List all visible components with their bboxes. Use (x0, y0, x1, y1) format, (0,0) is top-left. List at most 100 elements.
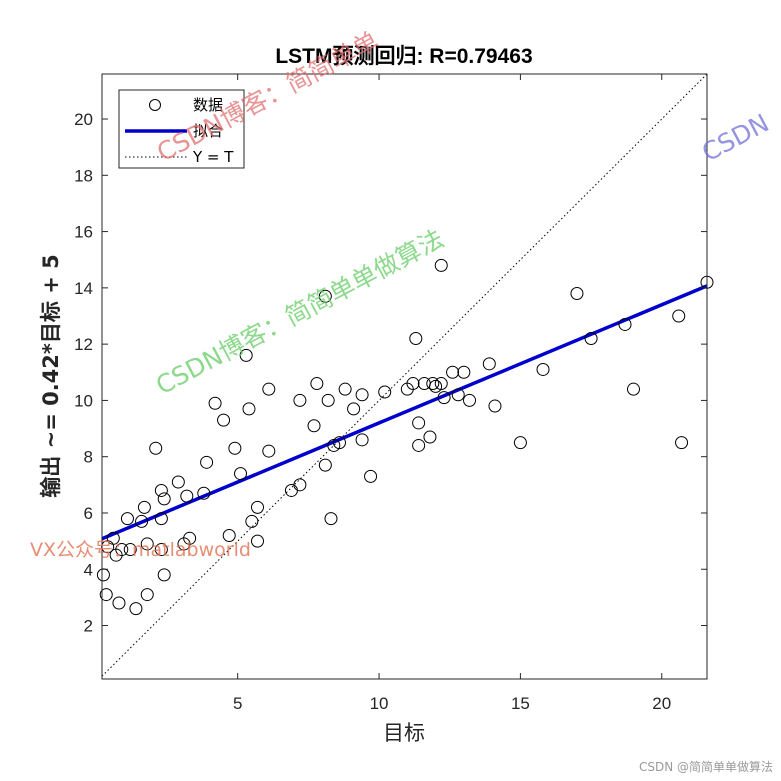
x-tick-label: 20 (652, 694, 671, 713)
data-point (112, 596, 126, 610)
data-point (570, 286, 584, 300)
data-point (245, 514, 259, 528)
data-point (626, 382, 640, 396)
y-tick-label: 8 (84, 448, 93, 467)
data-point (250, 534, 264, 548)
data-point (171, 475, 185, 489)
legend-marker-data (149, 99, 161, 111)
data-point (140, 588, 154, 602)
y-axis-label: 输出 ~= 0.42*目标 + 5 (39, 254, 63, 497)
data-point (324, 512, 338, 526)
data-point (228, 441, 242, 455)
y-tick-label: 10 (74, 391, 93, 410)
data-point (318, 458, 332, 472)
y-tick-label: 18 (74, 166, 93, 185)
data-point (426, 377, 440, 391)
data-points-layer (96, 258, 714, 616)
data-point (123, 543, 137, 557)
y-tick-label: 4 (84, 560, 93, 579)
data-point (434, 377, 448, 391)
data-point (618, 317, 632, 331)
legend-entry-identity: Y = T (192, 148, 234, 166)
data-point (234, 467, 248, 481)
data-point (262, 444, 276, 458)
data-point (154, 512, 168, 526)
y-ticks: 2 4 6 8 10 12 14 16 18 20 (74, 110, 707, 636)
x-ticks: 5 10 15 20 (233, 74, 671, 713)
y-tick-label: 2 (84, 617, 93, 636)
data-point (675, 436, 689, 450)
data-point (536, 362, 550, 376)
data-point (217, 413, 231, 427)
data-point (239, 348, 253, 362)
data-point (154, 483, 168, 497)
x-axis-label: 目标 (383, 721, 425, 745)
fit-line-layer (101, 284, 708, 541)
data-point (140, 537, 154, 551)
y-tick-label: 16 (74, 223, 93, 242)
data-point (318, 289, 332, 303)
data-point (437, 391, 451, 405)
data-point (364, 469, 378, 483)
data-point (177, 537, 191, 551)
data-point (180, 489, 194, 503)
legend-entry-fit: 拟合 (193, 122, 223, 140)
data-point (672, 309, 686, 323)
data-point (157, 568, 171, 582)
data-point (137, 500, 151, 514)
data-point (242, 402, 256, 416)
data-point (451, 388, 465, 402)
data-point (197, 486, 211, 500)
data-point (293, 478, 307, 492)
data-point (482, 357, 496, 371)
data-point (293, 393, 307, 407)
y-tick-label: 12 (74, 335, 93, 354)
data-point (355, 388, 369, 402)
data-point (338, 382, 352, 396)
data-point (307, 419, 321, 433)
data-point (135, 514, 149, 528)
data-point (423, 430, 437, 444)
data-point (412, 416, 426, 430)
y-tick-label: 20 (74, 110, 93, 129)
data-point (457, 365, 471, 379)
x-tick-label: 10 (370, 694, 389, 713)
data-point (434, 258, 448, 272)
data-point (355, 433, 369, 447)
footer-credit: CSDN @简简单单做算法 (638, 760, 773, 774)
chart-title: LSTM预测回归: R=0.79463 (275, 45, 532, 68)
data-point (584, 332, 598, 346)
data-point (250, 500, 264, 514)
data-point (378, 385, 392, 399)
data-point (208, 396, 222, 410)
data-point (332, 436, 346, 450)
x-tick-label: 5 (233, 694, 242, 713)
watermark-vx: VX公众号：matlabworld (30, 539, 251, 561)
legend-box (118, 89, 245, 169)
data-point (149, 441, 163, 455)
data-point (321, 393, 335, 407)
legend-entry-data: 数据 (193, 96, 223, 114)
legend: 数据 拟合 Y = T (118, 89, 245, 169)
data-point (120, 512, 134, 526)
data-point (310, 377, 324, 391)
data-point (157, 492, 171, 506)
data-point (200, 455, 214, 469)
data-point (262, 382, 276, 396)
data-point (409, 332, 423, 346)
data-point (115, 543, 129, 557)
data-point (99, 588, 113, 602)
data-point (446, 365, 460, 379)
fit-line (101, 284, 708, 541)
plot-area (102, 74, 707, 679)
data-point (406, 377, 420, 391)
y-tick-label: 14 (74, 279, 93, 298)
data-point (488, 399, 502, 413)
data-point (347, 402, 361, 416)
data-point (412, 438, 426, 452)
data-point (129, 602, 143, 616)
data-point (106, 531, 120, 545)
y-tick-label: 6 (84, 504, 93, 523)
data-point (222, 528, 236, 542)
